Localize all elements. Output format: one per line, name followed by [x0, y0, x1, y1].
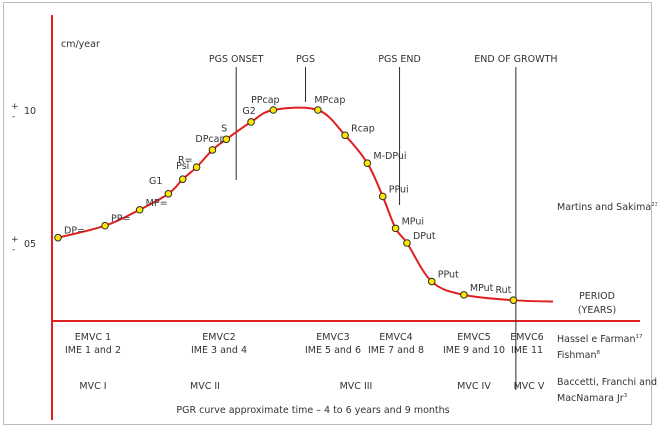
- y-tick-plus-0: +: [11, 102, 19, 112]
- y-tick-label-1: 05: [24, 239, 36, 250]
- point-label-13: PPui: [389, 184, 409, 195]
- point-label-17: MPut: [470, 283, 494, 294]
- emvc-cell-line2-4: IME 9 and 10: [443, 345, 505, 356]
- y-tick-label-0: 10: [24, 106, 36, 117]
- curve-point-1: [101, 221, 109, 230]
- emvc-cell-line1-4: EMVC5: [457, 332, 490, 343]
- point-label-2: MP=: [146, 198, 168, 209]
- marker-label-3: END OF GROWTH: [474, 54, 557, 65]
- point-label-9: PPcap: [251, 95, 280, 106]
- curve-point-16: [427, 277, 436, 286]
- point-label-14: MPui: [402, 216, 424, 227]
- emvc-cell-line2-1: IME 3 and 4: [191, 345, 247, 356]
- mvc-cell-1: MVC II: [190, 381, 220, 392]
- emvc-cell-line1-3: EMVC4: [379, 332, 412, 343]
- point-label-0: DP=: [64, 226, 85, 237]
- point-label-5: R=: [178, 155, 193, 166]
- point-label-8: G2: [242, 106, 255, 117]
- baccetti-source-line2: MacNamara Jr3: [557, 393, 628, 404]
- curve-point-11: [341, 131, 349, 140]
- point-label-7: S: [221, 123, 227, 134]
- x-axis-label-line2: (YEARS): [578, 305, 616, 316]
- point-label-3: G1: [149, 176, 162, 187]
- emvc-cell-line1-5: EMVC6: [510, 332, 543, 343]
- emvc-cell-line2-3: IME 7 and 8: [368, 345, 424, 356]
- y-axis-unit-label: cm/year: [61, 39, 100, 50]
- emvc-cell-line2-0: IME 1 and 2: [65, 345, 121, 356]
- x-axis-label-line1: PERIOD: [579, 291, 615, 302]
- point-label-11: Rcap: [351, 123, 375, 134]
- emvc-cell-line2-2: IME 5 and 6: [305, 345, 361, 356]
- curve-point-8: [247, 118, 255, 126]
- curve-point-3: [164, 189, 173, 198]
- mvc-cell-2: MVC III: [340, 381, 373, 392]
- curve-point-17: [460, 291, 468, 299]
- curve-point-4: [178, 175, 187, 183]
- curve-point-18: [509, 296, 518, 304]
- curve-point-5: [192, 163, 201, 171]
- curve-point-9: [269, 106, 278, 114]
- hassel-farman-source: Hassel e Farman17: [557, 334, 643, 345]
- baccetti-source-line1: Baccetti, Franchi and: [557, 377, 657, 388]
- point-label-15: DPut: [413, 231, 436, 242]
- marker-label-1: PGS: [296, 54, 315, 65]
- curve-point-2: [135, 205, 144, 214]
- growth-curve: [57, 106, 554, 303]
- point-label-12: M-DPui: [373, 151, 406, 162]
- point-label-1: PP=: [111, 214, 130, 225]
- curve-point-12: [363, 159, 372, 167]
- curve-point-7: [222, 135, 231, 144]
- curve-point-15: [403, 239, 411, 247]
- curve-point-14: [391, 224, 400, 233]
- curve-point-13: [378, 192, 387, 201]
- marker-label-0: PGS ONSET: [209, 54, 264, 65]
- point-label-16: PPut: [438, 270, 459, 281]
- y-tick-minus-1: -: [12, 245, 15, 255]
- marker-label-2: PGS END: [378, 54, 421, 65]
- y-tick-plus-1: +: [11, 235, 19, 245]
- growth-markers: PGS ONSET PGS PGS END END OF GROWTH: [209, 54, 557, 390]
- mvc-cell-4: MVC V: [514, 381, 545, 392]
- x-axis-label: PERIOD (YEARS): [578, 291, 616, 316]
- martins-sakima-source: Martins and Sakima23: [557, 202, 657, 213]
- point-label-10: MPcap: [314, 95, 345, 106]
- point-label-4: Psi: [176, 161, 189, 172]
- chart-frame: [3, 2, 652, 425]
- emvc-cell-line2-5: IME 11: [511, 345, 543, 356]
- curve-point-10: [314, 106, 322, 114]
- point-label-6: DPcap: [195, 134, 225, 145]
- mvc-cell-3: MVC IV: [457, 381, 491, 392]
- fishman-source: Fishman8: [557, 350, 600, 361]
- point-label-18: Rut: [495, 285, 511, 296]
- stage-rows: EMVC 1 IME 1 and 2 EMVC2 IME 3 and 4 EMVC3 IM…: [65, 332, 657, 404]
- curve-point-6: [208, 146, 217, 154]
- mvc-cell-0: MVC I: [79, 381, 106, 392]
- emvc-cell-line1-0: EMVC 1: [75, 332, 111, 343]
- emvc-cell-line1-1: EMVC2: [202, 332, 235, 343]
- martins-sakima-label: Martins and Sakima23: [557, 202, 657, 213]
- y-ticks: +- 10+- 05: [11, 102, 36, 255]
- y-tick-minus-0: -: [12, 112, 15, 122]
- emvc-cell-line1-2: EMVC3: [316, 332, 349, 343]
- curve-point-0: [54, 233, 62, 242]
- footer-note: PGR curve approximate time – 4 to 6 year…: [176, 405, 449, 416]
